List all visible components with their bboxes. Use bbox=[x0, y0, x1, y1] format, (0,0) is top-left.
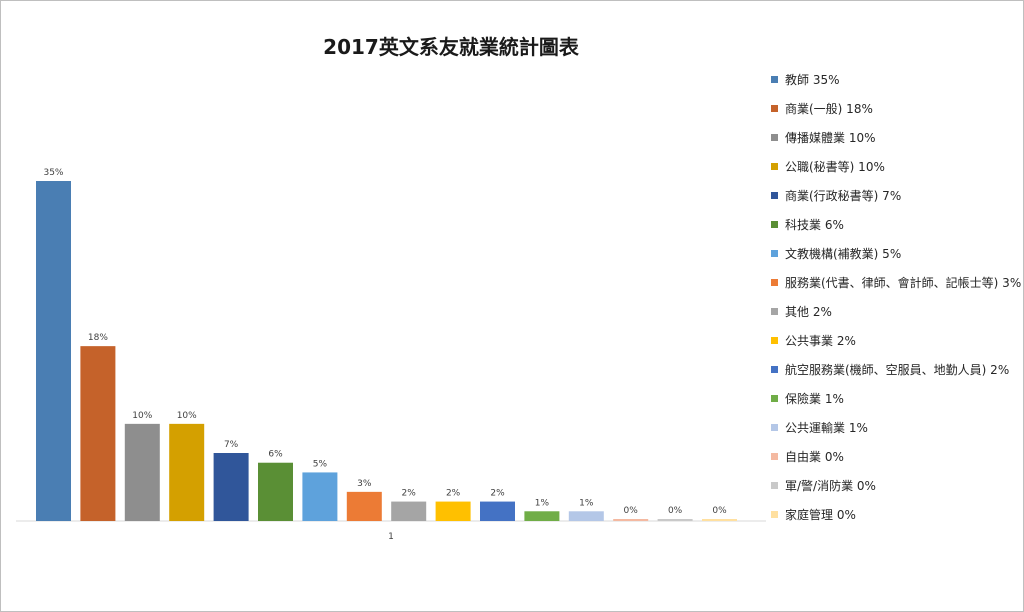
bar-3[interactable] bbox=[124, 423, 160, 521]
legend-label: 傳播媒體業 10% bbox=[785, 131, 876, 145]
legend-swatch bbox=[771, 279, 778, 286]
bar-4[interactable] bbox=[169, 423, 205, 521]
legend-label: 家庭管理 0% bbox=[785, 508, 856, 522]
data-label-15: 0% bbox=[668, 506, 683, 516]
data-label-13: 1% bbox=[579, 498, 594, 508]
legend-label: 商業(一般) 18% bbox=[785, 102, 873, 116]
bar-2[interactable] bbox=[80, 346, 116, 521]
legend-item-15[interactable]: 軍/警/消防業 0% bbox=[771, 471, 1023, 500]
legend-label: 公共事業 2% bbox=[785, 334, 856, 348]
legend-label: 商業(行政秘書等) 7% bbox=[785, 189, 902, 203]
bar-1[interactable] bbox=[36, 181, 71, 521]
legend-item-2[interactable]: 商業(一般) 18% bbox=[771, 94, 1023, 123]
bar-10[interactable] bbox=[435, 501, 471, 521]
legend-label: 軍/警/消防業 0% bbox=[785, 479, 876, 493]
bar-7[interactable] bbox=[302, 472, 338, 521]
legend-swatch bbox=[771, 424, 778, 431]
chart-legend: 教師 35% 商業(一般) 18% 傳播媒體業 10% 公職(秘書等) 10% 商業(行… bbox=[771, 65, 1023, 529]
legend-label: 服務業(代書、律師、會計師、記帳士等) 3% bbox=[785, 276, 1022, 290]
data-label-14: 0% bbox=[624, 506, 639, 516]
legend-swatch bbox=[771, 511, 778, 518]
legend-item-13[interactable]: 公共運輸業 1% bbox=[771, 413, 1023, 442]
legend-label: 其他 2% bbox=[785, 305, 832, 319]
bar-8[interactable] bbox=[346, 491, 382, 521]
bar-9[interactable] bbox=[391, 501, 427, 521]
bar-16[interactable] bbox=[702, 519, 737, 521]
legend-item-12[interactable]: 保險業 1% bbox=[771, 384, 1023, 413]
legend-item-4[interactable]: 公職(秘書等) 10% bbox=[771, 152, 1023, 181]
legend-item-10[interactable]: 公共事業 2% bbox=[771, 326, 1023, 355]
legend-label: 科技業 6% bbox=[785, 218, 844, 232]
legend-swatch bbox=[771, 221, 778, 228]
legend-label: 自由業 0% bbox=[785, 450, 844, 464]
chart-title: 2017英文系友就業統計圖表 bbox=[323, 35, 579, 59]
data-label-2: 18% bbox=[88, 333, 108, 343]
legend-item-3[interactable]: 傳播媒體業 10% bbox=[771, 123, 1023, 152]
bar-14[interactable] bbox=[613, 519, 649, 521]
data-label-8: 3% bbox=[357, 479, 372, 489]
legend-item-14[interactable]: 自由業 0% bbox=[771, 442, 1023, 471]
legend-item-16[interactable]: 家庭管理 0% bbox=[771, 500, 1023, 529]
legend-label: 公職(秘書等) 10% bbox=[785, 160, 885, 174]
data-label-9: 2% bbox=[402, 489, 417, 499]
legend-swatch bbox=[771, 395, 778, 402]
data-label-3: 10% bbox=[132, 411, 152, 421]
legend-swatch bbox=[771, 453, 778, 460]
data-label-16: 0% bbox=[712, 506, 727, 516]
legend-swatch bbox=[771, 366, 778, 373]
data-label-11: 2% bbox=[490, 489, 505, 499]
bar-5[interactable] bbox=[213, 453, 249, 521]
legend-item-8[interactable]: 服務業(代書、律師、會計師、記帳士等) 3% bbox=[771, 268, 1023, 297]
legend-item-1[interactable]: 教師 35% bbox=[771, 65, 1023, 94]
bar-6[interactable] bbox=[258, 462, 293, 521]
legend-swatch bbox=[771, 250, 778, 257]
legend-swatch bbox=[771, 105, 778, 112]
legend-swatch bbox=[771, 134, 778, 141]
legend-swatch bbox=[771, 163, 778, 170]
data-label-12: 1% bbox=[535, 498, 550, 508]
bar-12[interactable] bbox=[524, 511, 560, 521]
data-label-1: 35% bbox=[43, 168, 63, 178]
legend-swatch bbox=[771, 76, 778, 83]
bar-13[interactable] bbox=[568, 511, 604, 521]
legend-label: 公共運輸業 1% bbox=[785, 421, 868, 435]
data-label-7: 5% bbox=[313, 459, 328, 469]
legend-item-7[interactable]: 文教機構(補教業) 5% bbox=[771, 239, 1023, 268]
legend-label: 教師 35% bbox=[785, 73, 840, 87]
data-label-4: 10% bbox=[177, 411, 197, 421]
legend-swatch bbox=[771, 192, 778, 199]
legend-label: 文教機構(補教業) 5% bbox=[785, 247, 902, 261]
data-label-6: 6% bbox=[268, 450, 283, 460]
legend-swatch bbox=[771, 482, 778, 489]
legend-swatch bbox=[771, 337, 778, 344]
legend-label: 航空服務業(機師、空服員、地勤人員) 2% bbox=[785, 363, 1010, 377]
data-label-10: 2% bbox=[446, 489, 461, 499]
legend-item-5[interactable]: 商業(行政秘書等) 7% bbox=[771, 181, 1023, 210]
legend-item-9[interactable]: 其他 2% bbox=[771, 297, 1023, 326]
legend-item-11[interactable]: 航空服務業(機師、空服員、地勤人員) 2% bbox=[771, 355, 1023, 384]
bar-15[interactable] bbox=[657, 519, 693, 521]
data-label-5: 7% bbox=[224, 440, 239, 450]
bar-11[interactable] bbox=[480, 501, 515, 521]
legend-item-6[interactable]: 科技業 6% bbox=[771, 210, 1023, 239]
legend-label: 保險業 1% bbox=[785, 392, 844, 406]
legend-swatch bbox=[771, 308, 778, 315]
x-tick-label: 1 bbox=[388, 532, 394, 542]
